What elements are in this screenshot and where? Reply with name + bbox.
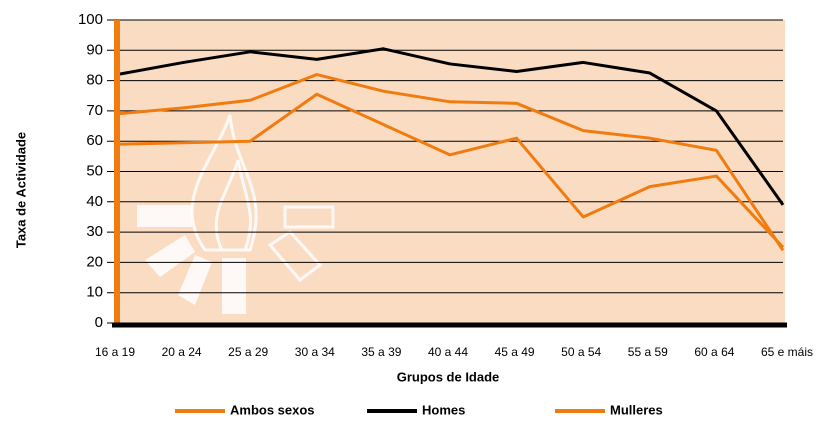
x-tick-label: 45 a 49: [495, 345, 535, 359]
y-tick-label: 80: [86, 72, 103, 89]
chart: Taxa de Actividade Grupos de Idade 0 10 20…: [0, 0, 820, 421]
x-tick-label: 16 a 19: [95, 345, 135, 359]
x-tick-label: 40 a 44: [428, 345, 468, 359]
x-tick-label: 50 a 54: [561, 345, 601, 359]
x-tick-label: 55 a 59: [628, 345, 668, 359]
x-tick-label: 65 e máis: [761, 345, 813, 359]
legend-label: Mulleres: [610, 402, 663, 417]
legend-label: Ambos sexos: [230, 402, 315, 417]
y-tick-label: 10: [86, 284, 103, 301]
y-axis-title: Taxa de Actividade: [13, 132, 28, 248]
legend-label: Homes: [422, 402, 465, 417]
x-tick-label: 35 a 39: [361, 345, 401, 359]
y-tick-label: 100: [78, 11, 103, 28]
x-tick-label: 20 a 24: [162, 345, 202, 359]
y-tick-label: 50: [86, 162, 103, 179]
y-tick-label: 0: [95, 314, 103, 331]
y-tick-label: 70: [86, 102, 103, 119]
x-tick-label: 30 a 34: [295, 345, 335, 359]
y-tick-label: 90: [86, 41, 103, 58]
y-tick-label: 20: [86, 253, 103, 270]
x-axis-title: Grupos de Idade: [397, 369, 500, 384]
x-tick-label: 25 a 29: [228, 345, 268, 359]
y-tick-label: 30: [86, 223, 103, 240]
x-tick-label: 60 a 64: [694, 345, 734, 359]
y-tick-label: 60: [86, 132, 103, 149]
y-tick-label: 40: [86, 193, 103, 210]
